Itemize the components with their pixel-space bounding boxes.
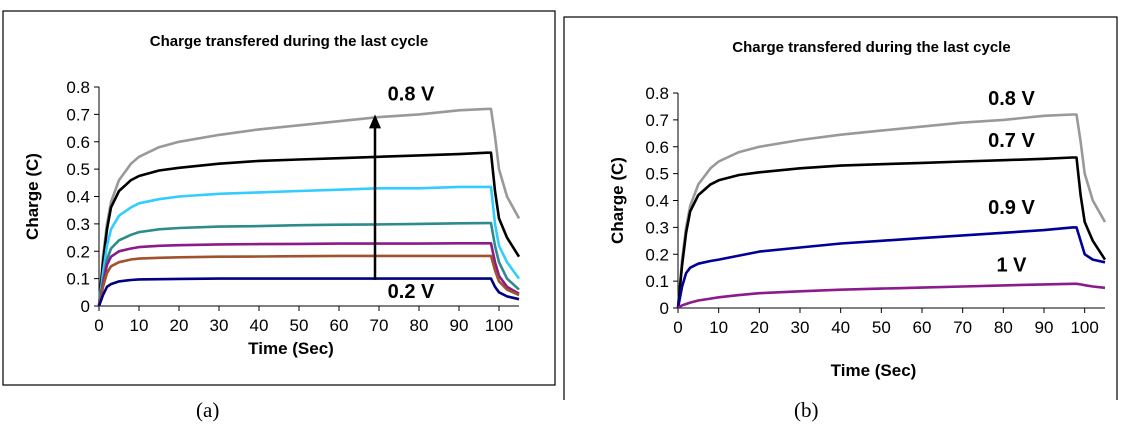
y-tick-label: 0.2	[66, 242, 90, 261]
y-tick-label: 0.4	[66, 188, 90, 207]
x-tick-label: 70	[370, 316, 389, 335]
x-tick-label: 0	[673, 318, 682, 337]
y-tick-label: 0.5	[66, 160, 90, 179]
y-tick-label: 0.6	[66, 133, 90, 152]
series-line-2	[676, 156, 1107, 309]
x-tick-label: 60	[913, 318, 932, 337]
annotation-label: 0.8 V	[988, 88, 1035, 110]
y-tick-label: 0.6	[645, 138, 669, 157]
y-tick-label: 0.1	[66, 270, 90, 289]
x-axis-label: Time (Sec)	[248, 339, 334, 358]
x-tick-label: 100	[1070, 318, 1098, 337]
y-tick-label: 0.4	[645, 192, 669, 211]
caption-b: (b)	[794, 398, 819, 422]
x-tick-label: 100	[485, 316, 513, 335]
y-tick-label: 0	[660, 299, 669, 318]
series-line-3	[97, 185, 521, 307]
x-axis-label: Time (Sec)	[831, 361, 917, 380]
chart-title: Charge transfered during the last cycle	[732, 39, 1010, 56]
annotation-label: 0.2 V	[388, 281, 435, 303]
x-tick-label: 10	[709, 318, 728, 337]
x-tick-label: 70	[953, 318, 972, 337]
arrow-head	[369, 114, 381, 129]
chart-frame	[563, 16, 1118, 400]
chart-frame	[2, 10, 556, 386]
annotation-label: 1 V	[996, 255, 1027, 277]
x-tick-label: 20	[750, 318, 769, 337]
series-line-4	[97, 221, 520, 307]
x-tick-label: 10	[130, 316, 149, 335]
x-tick-label: 90	[450, 316, 469, 335]
y-tick-label: 0.5	[645, 165, 669, 184]
y-tick-label: 0	[81, 297, 90, 316]
chart-title: Charge transfered during the last cycle	[150, 33, 428, 50]
x-tick-label: 80	[410, 316, 429, 335]
x-tick-label: 30	[210, 316, 229, 335]
y-tick-label: 0.8	[645, 84, 669, 103]
x-tick-label: 30	[791, 318, 810, 337]
x-tick-label: 80	[994, 318, 1013, 337]
y-axis-label: Charge (C)	[23, 153, 42, 240]
y-tick-label: 0.8	[66, 78, 90, 97]
y-tick-label: 0.7	[66, 105, 90, 124]
y-tick-label: 0.1	[645, 272, 669, 291]
y-axis-label: Charge (C)	[608, 157, 627, 244]
series-line-3	[676, 226, 1106, 309]
x-tick-label: 0	[94, 316, 103, 335]
series-line-4	[677, 282, 1106, 310]
x-tick-label: 60	[330, 316, 349, 335]
annotation-label: 0.8 V	[388, 84, 435, 106]
series-line-1	[97, 107, 521, 307]
x-tick-label: 90	[1035, 318, 1054, 337]
x-tick-label: 50	[290, 316, 309, 335]
y-tick-label: 0.2	[645, 245, 669, 264]
annotation-label: 0.7 V	[988, 130, 1035, 152]
chart-b: Charge transfered during the last cycle 0…	[563, 16, 1118, 400]
series-line-2	[97, 151, 521, 307]
annotation-label: 0.9 V	[988, 197, 1035, 219]
series-line-5	[97, 242, 520, 307]
series-line-6	[97, 254, 520, 307]
x-tick-label: 50	[872, 318, 891, 337]
y-tick-label: 0.3	[66, 215, 90, 234]
caption-a: (a)	[196, 398, 220, 422]
x-tick-label: 20	[170, 316, 189, 335]
x-tick-label: 40	[250, 316, 269, 335]
chart-a: Charge transfered during the last cycle 0…	[2, 10, 556, 386]
x-tick-label: 40	[831, 318, 850, 337]
series-line-1	[676, 113, 1107, 309]
y-tick-label: 0.3	[645, 218, 669, 237]
series-line-7	[97, 277, 520, 307]
y-tick-label: 0.7	[645, 111, 669, 130]
